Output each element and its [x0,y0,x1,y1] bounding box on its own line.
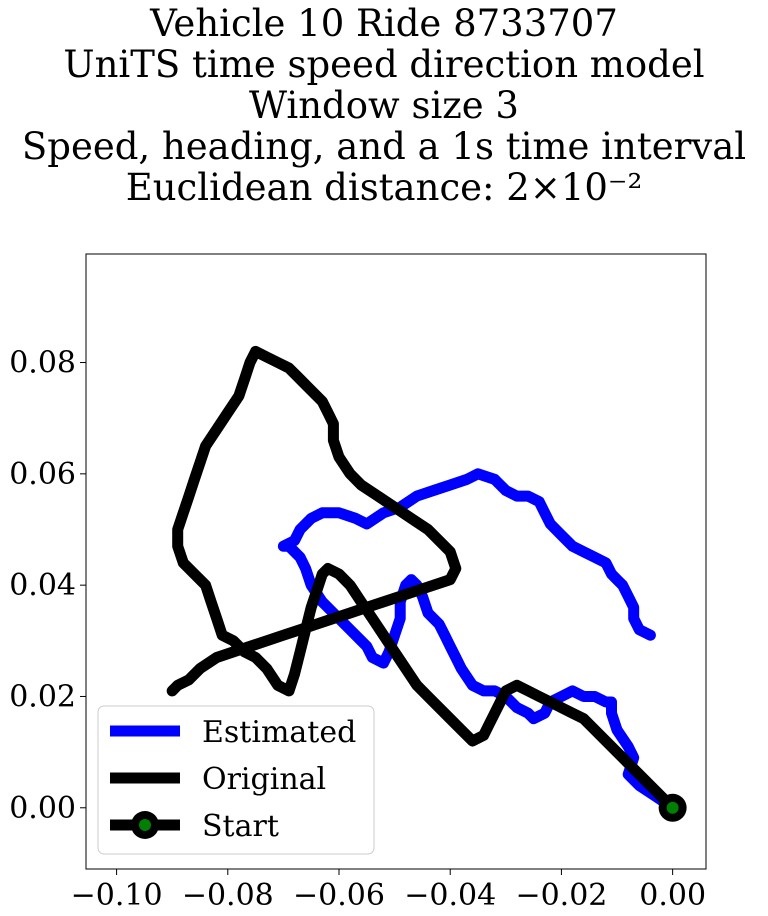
title-line: Window size 3 [249,84,519,127]
legend-label: Estimated [202,715,356,750]
series-layer [166,345,687,822]
y-axis: 0.00 0.02 0.04 0.06 0.08 [9,346,86,826]
y-tick-label: 0.04 [9,568,76,603]
x-tick-label: 0.00 [639,878,706,913]
y-tick-label: 0.08 [9,346,76,381]
x-tick-label: −0.04 [404,878,496,913]
series-original [166,345,679,814]
series-line-original [166,345,679,814]
title-line: Euclidean distance: 2×10⁻² [126,166,643,209]
start-marker-inner [666,801,679,814]
legend-entry-estimated: Estimated [110,715,356,750]
x-tick-label: −0.02 [515,878,607,913]
y-tick-label: 0.00 [9,791,76,826]
title-line: Vehicle 10 Ride 8733707 [149,2,618,45]
plot-frame [85,253,707,870]
x-axis: −0.10 −0.08 −0.06 −0.04 −0.02 0.00 [71,869,706,913]
x-tick-label: −0.06 [293,878,385,913]
y-tick-label: 0.06 [9,457,76,492]
legend-label: Original [202,762,326,797]
y-tick-label: 0.02 [9,679,76,714]
legend-entry-start: Start [110,809,279,844]
legend-marker-inner [139,819,151,831]
x-tick-label: −0.08 [182,878,274,913]
title-line: UniTS time speed direction model [63,43,704,86]
legend: Estimated Original Start [97,705,375,855]
legend-entry-original: Original [110,762,326,797]
title-line: Speed, heading, and a 1s time interval [22,125,746,168]
x-tick-label: −0.10 [71,878,163,913]
legend-box [97,705,375,855]
legend-label: Start [202,809,279,844]
